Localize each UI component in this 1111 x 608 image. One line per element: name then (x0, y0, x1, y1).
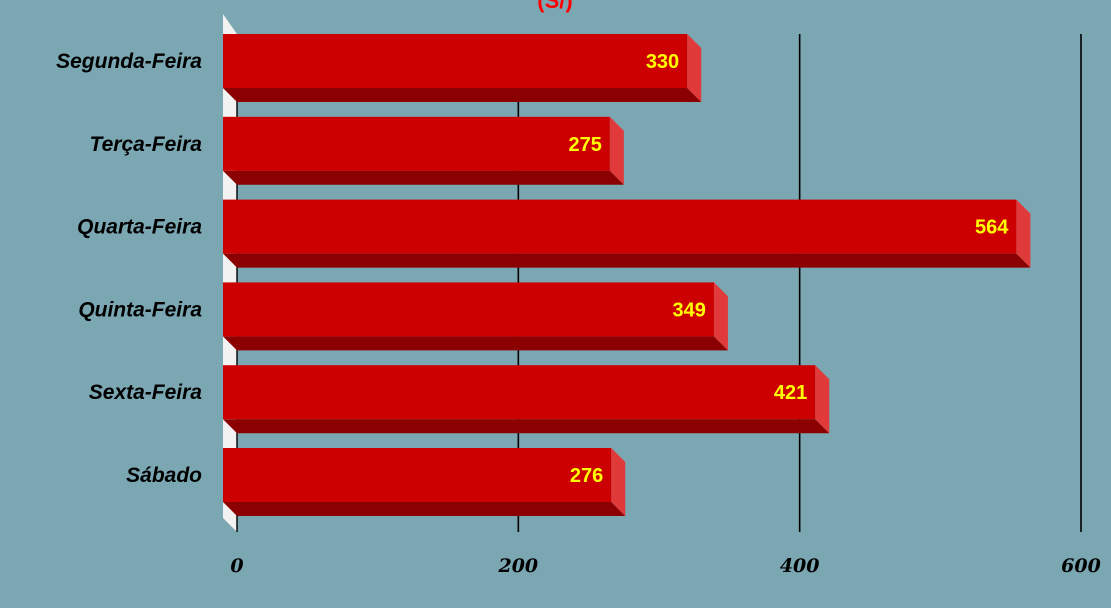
value-label-3: 349 (673, 299, 706, 321)
bar-bottom-0 (223, 88, 702, 102)
category-label-3: Quinta-Feira (78, 298, 202, 321)
value-label-4: 421 (774, 382, 807, 404)
bar-bottom-1 (223, 170, 624, 185)
chart-title: (S/) (537, 0, 572, 13)
value-label-0: 330 (646, 51, 679, 73)
category-label-2: Quarta-Feira (77, 216, 202, 239)
bar-2 (223, 199, 1017, 254)
x-tick-label-400: 400 (780, 555, 820, 577)
bar-5 (223, 448, 612, 502)
bar-end-4 (815, 365, 830, 434)
bar-end-2 (1016, 199, 1031, 268)
category-label-4: Sexta-Feira (89, 381, 203, 404)
bar-end-5 (611, 448, 626, 516)
bar-1 (223, 116, 610, 171)
value-label-1: 275 (568, 134, 601, 156)
bar-3 (223, 282, 714, 337)
value-label-2: 564 (975, 217, 1009, 239)
bar-bottom-3 (223, 336, 728, 351)
x-tick-label-600: 600 (1061, 555, 1101, 577)
bar-end-1 (609, 116, 624, 185)
bar-bottom-4 (223, 419, 830, 434)
bar-end-0 (687, 34, 702, 102)
x-tick-label-200: 200 (497, 555, 538, 577)
bar-end-3 (713, 282, 728, 351)
bar-bottom-5 (223, 502, 626, 516)
category-label-5: Sábado (126, 464, 202, 487)
bar-0 (223, 34, 688, 88)
category-label-0: Segunda-Feira (56, 50, 202, 73)
category-label-1: Terça-Feira (90, 133, 203, 156)
value-label-5: 276 (570, 465, 603, 487)
x-tick-label-0: 0 (230, 555, 243, 577)
bar-bottom-2 (223, 253, 1031, 268)
bar-4 (223, 365, 816, 420)
